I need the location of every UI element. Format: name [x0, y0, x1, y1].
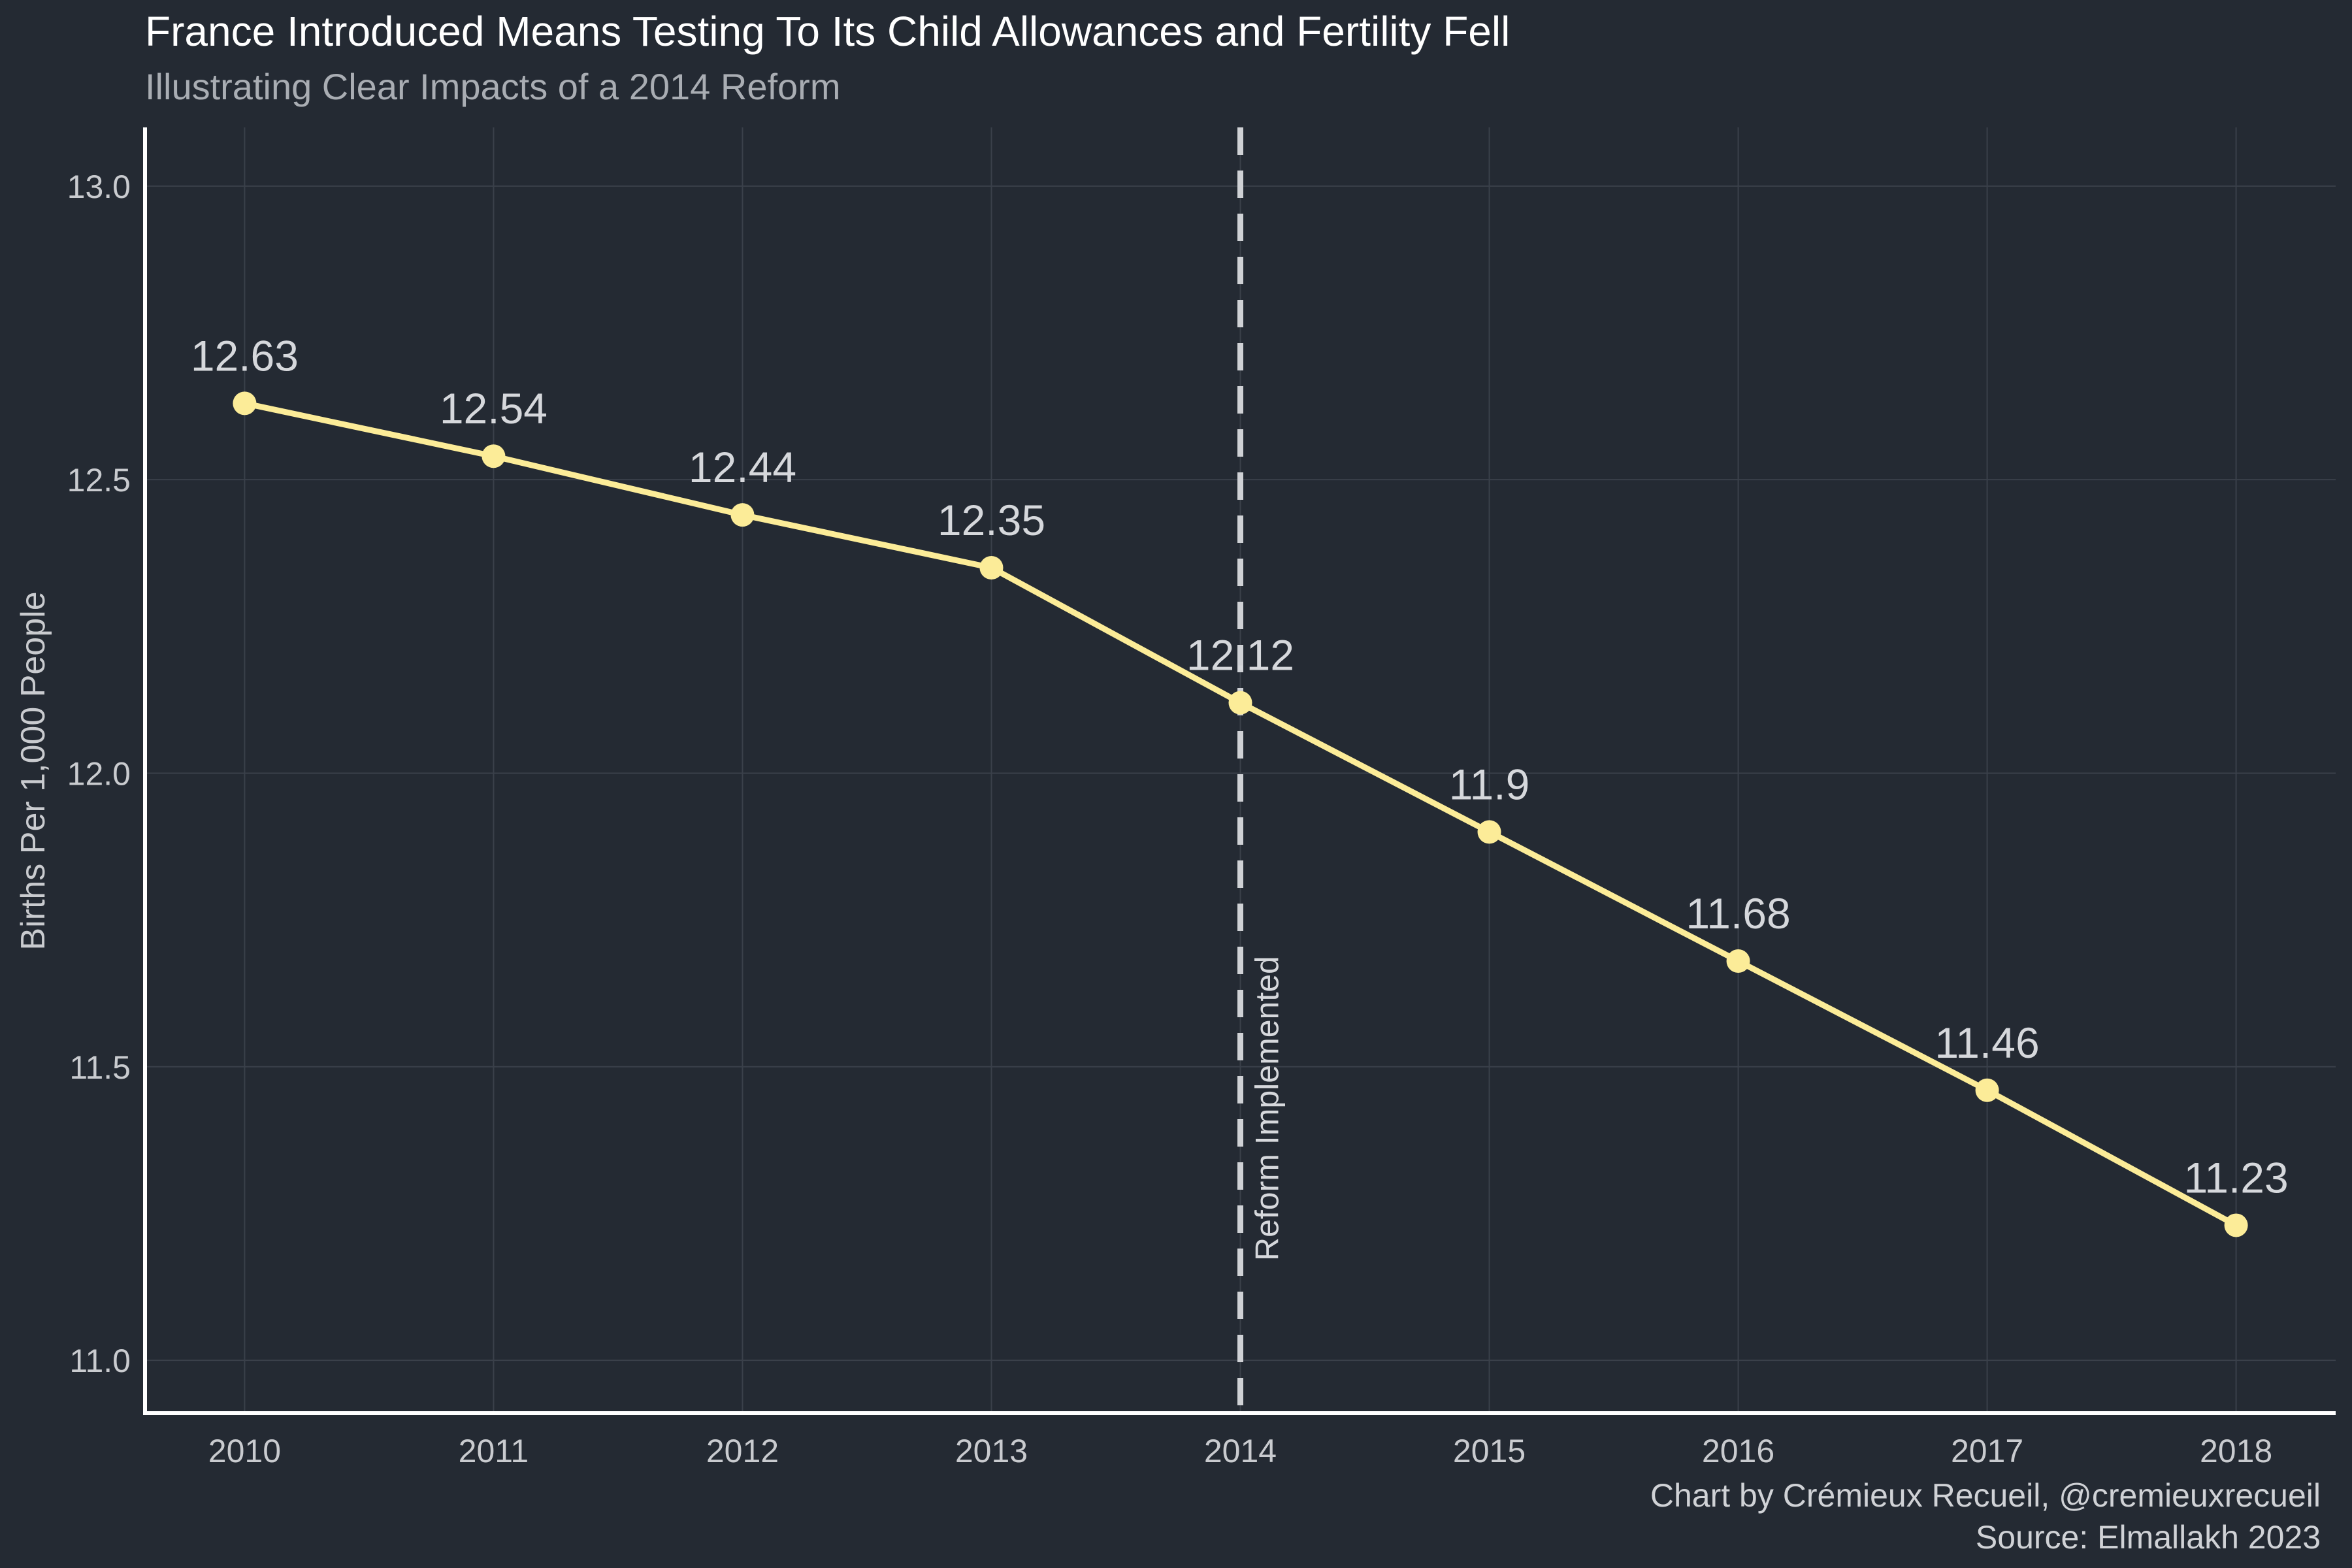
- chart-title: France Introduced Means Testing To Its C…: [145, 8, 1510, 55]
- x-tick-label: 2012: [706, 1433, 779, 1469]
- data-point: [482, 444, 506, 468]
- data-label: 11.46: [1935, 1019, 2039, 1067]
- y-tick-label: 12.0: [67, 755, 131, 792]
- data-label: 11.9: [1449, 760, 1530, 808]
- y-tick-label: 11.0: [69, 1343, 131, 1379]
- x-tick-label: 2010: [208, 1433, 281, 1469]
- annotation: Reform Implemented: [1237, 127, 1286, 1413]
- data-label: 12.44: [689, 443, 796, 491]
- data-label: 11.68: [1686, 889, 1790, 938]
- x-tick-label: 2016: [1702, 1433, 1774, 1469]
- chart-subtitle: Illustrating Clear Impacts of a 2014 Ref…: [145, 66, 840, 107]
- data-point: [979, 555, 1004, 580]
- data-point: [1726, 949, 1750, 973]
- x-tick-label: 2014: [1204, 1433, 1277, 1469]
- reform-annotation-label: Reform Implemented: [1249, 956, 1286, 1261]
- data-label: 12.54: [440, 384, 547, 433]
- data-point: [1228, 691, 1252, 715]
- caption-source: Source: Elmallakh 2023: [1976, 1519, 2321, 1556]
- x-tick-label: 2018: [2200, 1433, 2272, 1469]
- data-point: [233, 391, 257, 416]
- data-labels: 12.63 12.54 12.44 12.35 12.12 11.9 11.68 11.46 1…: [191, 331, 2289, 1201]
- y-tick-label: 12.5: [67, 462, 131, 498]
- data-label: 11.23: [2183, 1153, 2288, 1201]
- data-label: 12.35: [938, 496, 1045, 544]
- data-label: 12.12: [1186, 631, 1294, 679]
- y-tick-label: 13.0: [67, 169, 131, 205]
- data-label: 12.63: [191, 331, 299, 380]
- axes: 11.0 11.5 12.0 12.5 13.0 2010 2011 2012 2013 2014…: [67, 127, 2336, 1469]
- x-tick-label: 2015: [1453, 1433, 1526, 1469]
- y-axis-label: Births Per 1,000 People: [14, 591, 52, 950]
- x-tick-label: 2017: [1951, 1433, 2023, 1469]
- y-tick-label: 11.5: [69, 1049, 131, 1086]
- x-tick-label: 2011: [459, 1433, 529, 1469]
- data-point: [1975, 1078, 1999, 1102]
- x-tick-label: 2013: [955, 1433, 1028, 1469]
- caption-credit: Chart by Crémieux Recueil, @cremieuxrecu…: [1650, 1477, 2321, 1514]
- data-series: [233, 391, 2248, 1237]
- data-point: [1477, 820, 1501, 844]
- data-point: [2224, 1213, 2248, 1237]
- data-point: [730, 503, 755, 527]
